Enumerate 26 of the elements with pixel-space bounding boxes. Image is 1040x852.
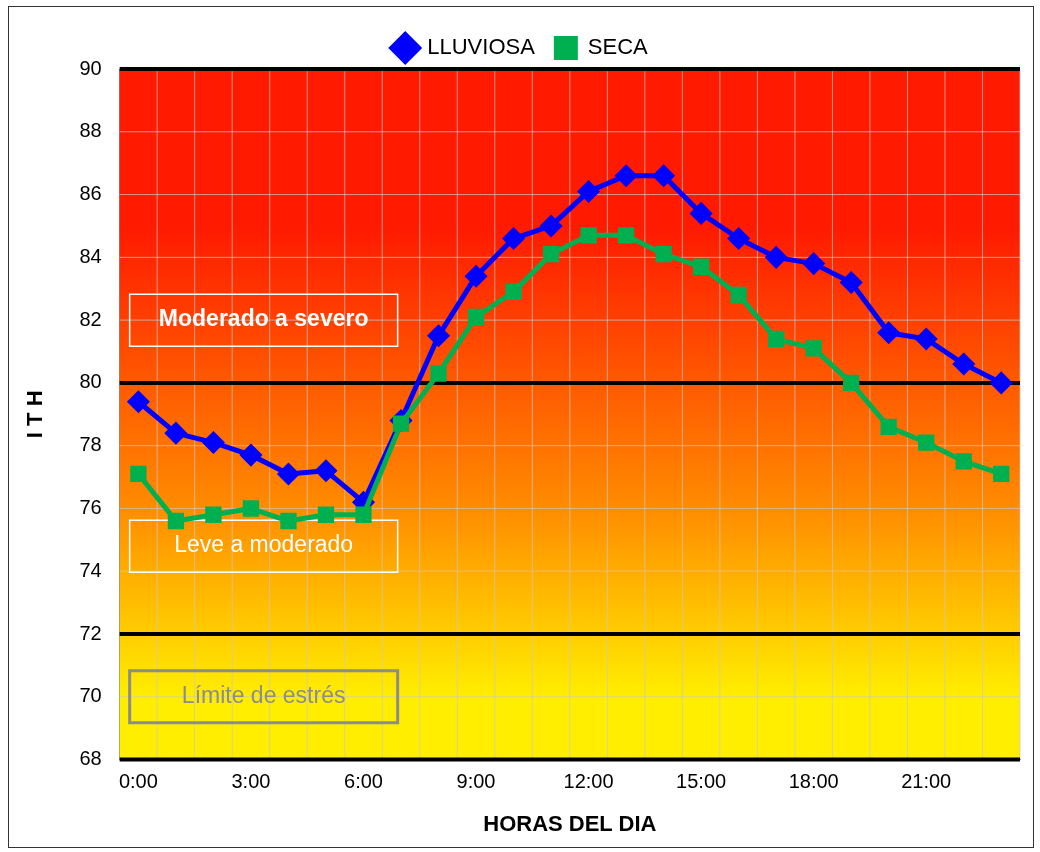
y-axis-title: I T H (22, 390, 48, 439)
y-tick-label: 68 (79, 747, 102, 770)
y-tick-label: 90 (79, 56, 102, 79)
y-tick-label: 80 (79, 370, 102, 393)
x-tick-label: 21:00 (901, 770, 952, 793)
x-tick-label: 3:00 (231, 770, 271, 793)
band-label: Leve a moderado (174, 531, 354, 558)
legend-label: SECA (587, 34, 649, 60)
y-tick-label: 72 (79, 621, 102, 644)
y-tick-label: 74 (79, 558, 102, 581)
x-tick-label: 0:00 (118, 770, 158, 793)
x-tick-label: 12:00 (563, 770, 614, 793)
x-tick-label: 18:00 (788, 770, 839, 793)
y-tick-label: 88 (79, 119, 102, 142)
x-axis-title: HORAS DEL DIA (483, 810, 657, 836)
y-tick-label: 82 (79, 307, 102, 330)
band-label: Moderado a severo (158, 305, 369, 332)
x-tick-label: 15:00 (676, 770, 727, 793)
x-tick-label: 6:00 (344, 770, 383, 793)
x-tick-label: 9:00 (456, 770, 496, 793)
y-tick-label: 86 (79, 182, 102, 205)
y-tick-label: 70 (79, 684, 102, 707)
y-tick-label: 76 (79, 495, 102, 518)
legend-label: LLUVIOSA (427, 34, 536, 60)
y-tick-label: 84 (79, 244, 102, 267)
y-tick-label: 78 (79, 433, 102, 456)
